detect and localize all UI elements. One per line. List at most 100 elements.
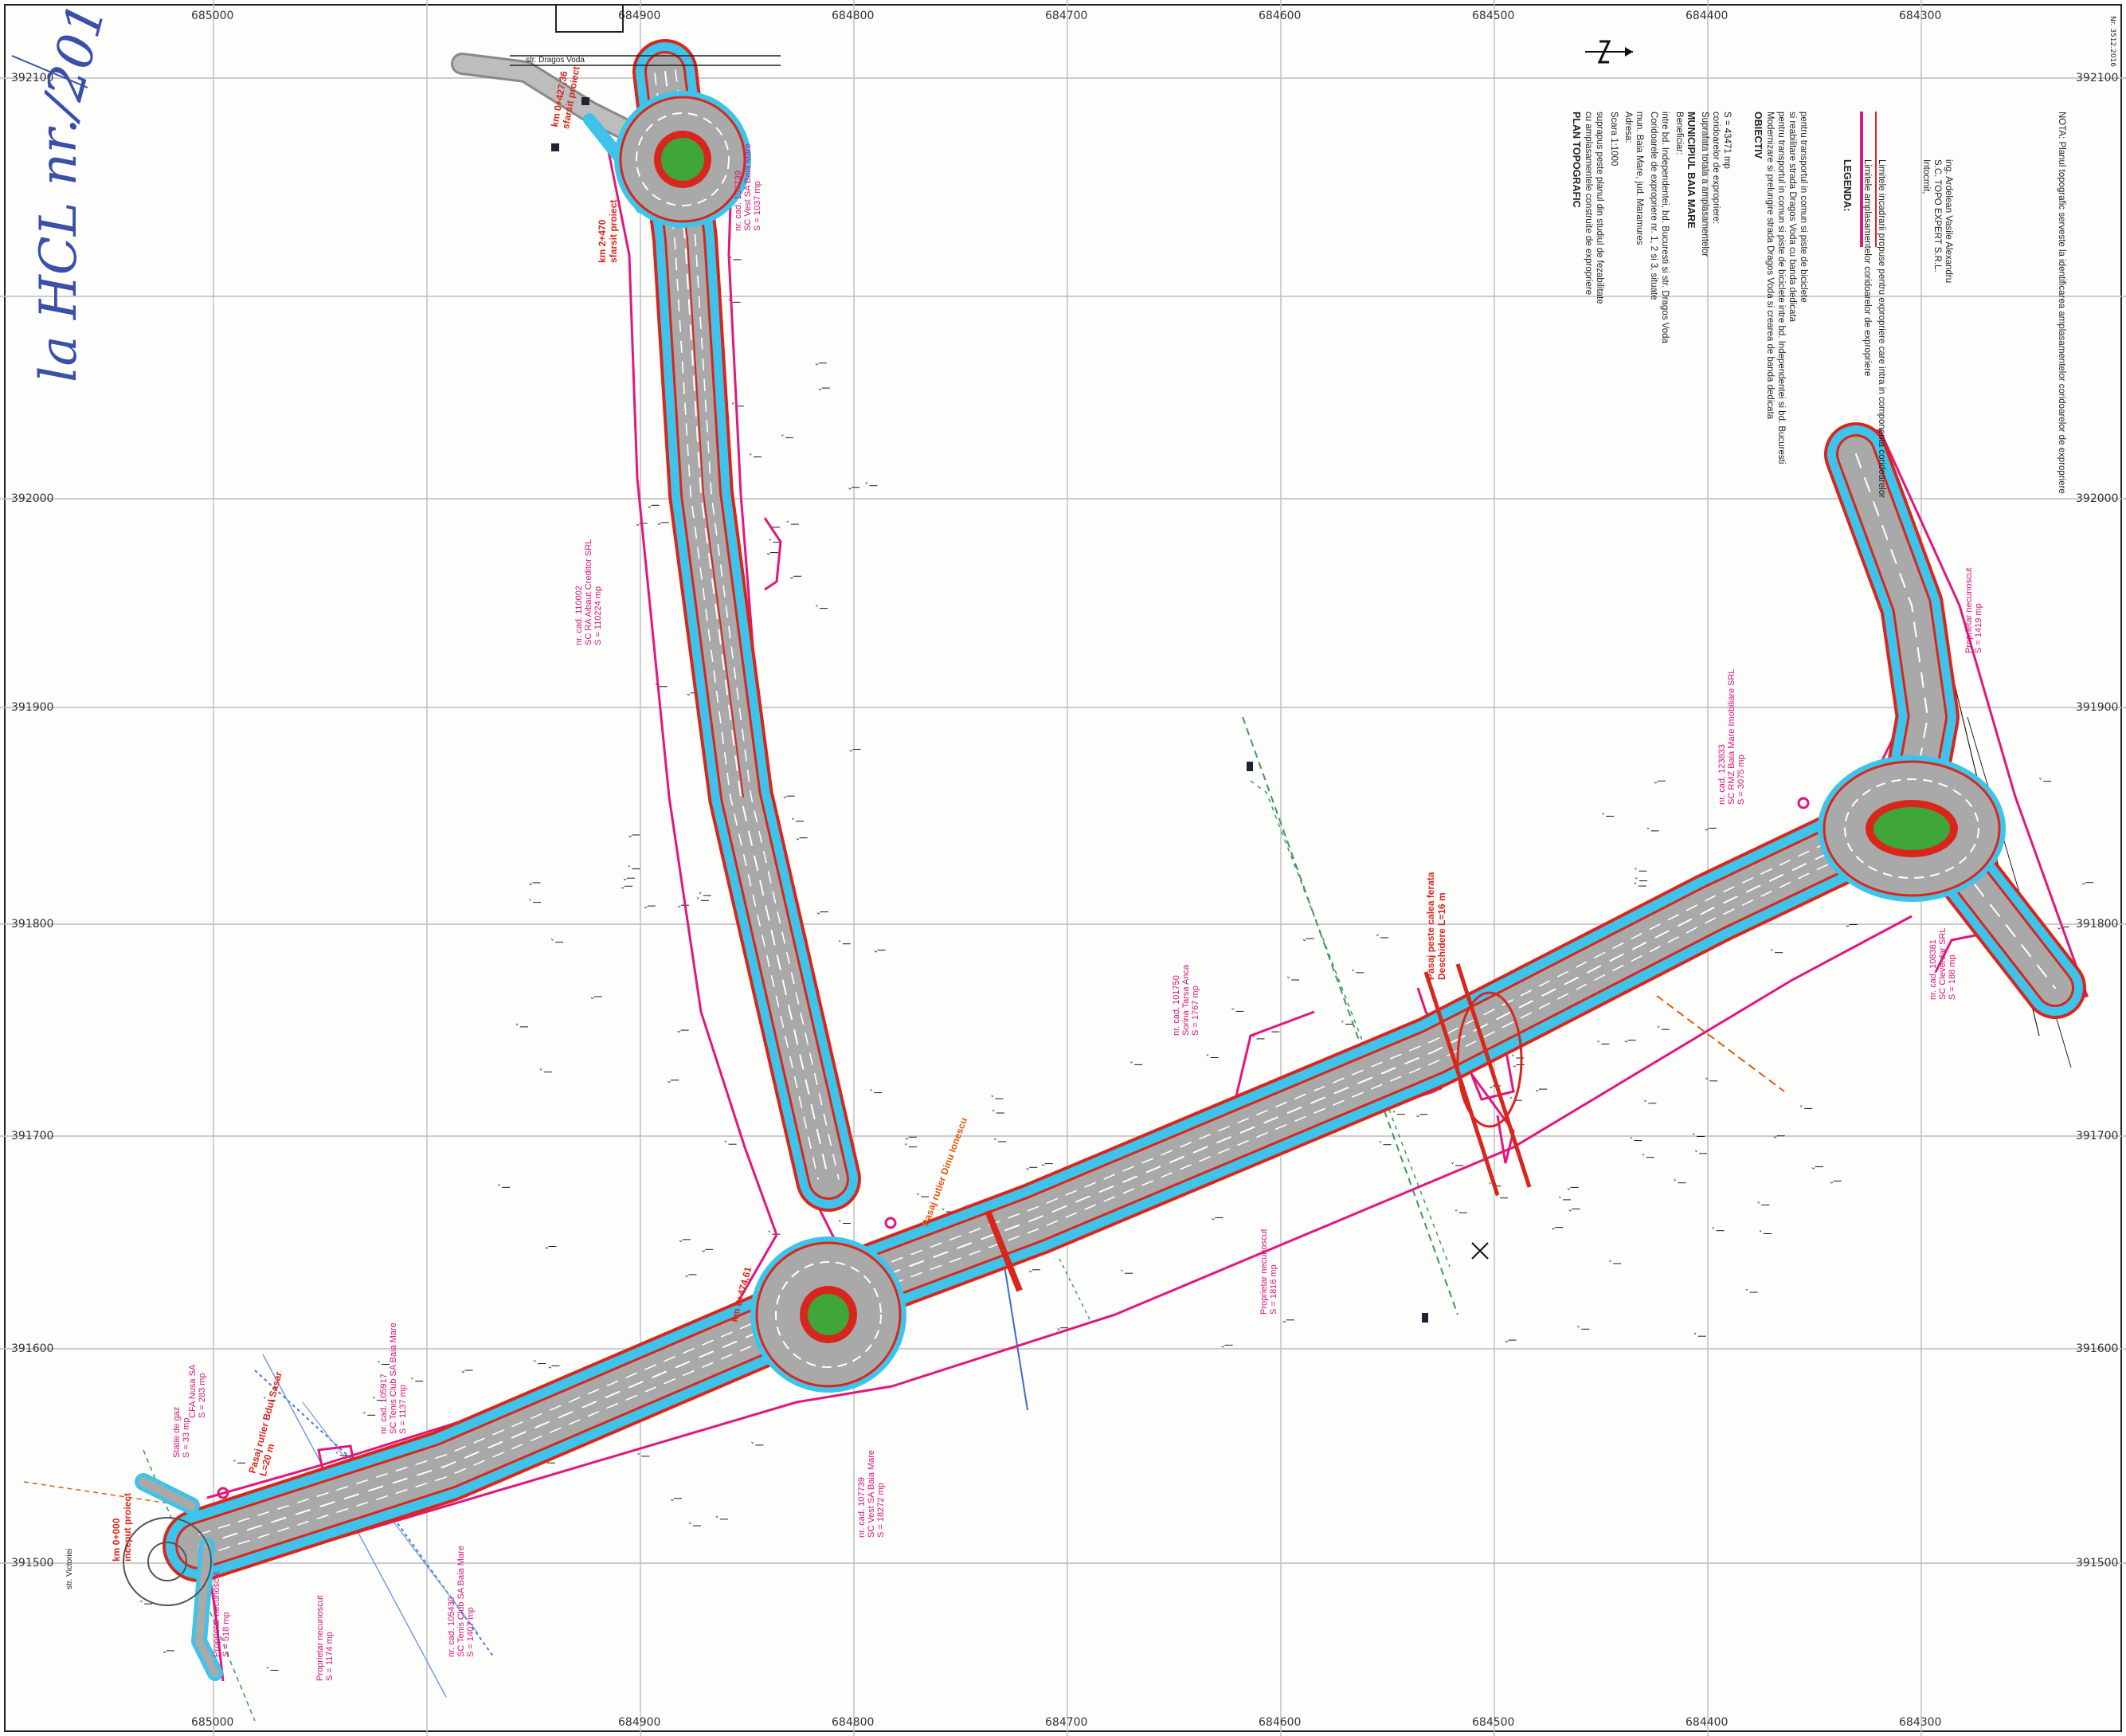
terrain-symbol: ˅ (1130, 1061, 1133, 1069)
parcel-area: S = 18272 mp (876, 1483, 886, 1538)
terrain-symbol: ⌄ (622, 875, 628, 883)
parcel-owner: Proprietar necunoscut (212, 1571, 221, 1657)
parcel-area: S = 1137 mp (398, 1385, 408, 1434)
stamp: Nr. 3512.2016 (2108, 16, 2116, 67)
terrain-symbol: ⌄ (1055, 1325, 1062, 1333)
terrain-symbol: ⌄ (1220, 1342, 1227, 1350)
parcel-number: nr. cad. 110002 (574, 586, 584, 645)
terrain-symbol: ˅ (729, 257, 733, 265)
terrain-symbol: ˅ (992, 1110, 996, 1118)
terrain-symbol: ⌄ (635, 520, 641, 528)
terrain-symbol: ˅ (1608, 1260, 1612, 1268)
terrain-symbol: ˅ (335, 1452, 339, 1460)
parcel-owner: SC Cleverdar SRL (1938, 928, 1948, 1000)
parcel-owner: Proprietar necunoscut (315, 1595, 325, 1681)
km-start-label: km 0+000 (111, 1518, 122, 1562)
terrain-symbol: ˅ (497, 1184, 501, 1192)
title-line: intre bd. Independentei, bd. Bucuresti s… (1660, 112, 1670, 343)
terrain-symbol: ⌄ (1282, 1317, 1288, 1325)
parcel-owner: Proprietar necunoscut (1259, 1229, 1269, 1315)
terrain-symbol: ˅ (1634, 868, 1638, 876)
parcel-label-center-east: nr. cad. 101750 Sorina Tarsa Anca S = 17… (1172, 964, 1200, 1036)
km-end-label: km 2+470 (597, 219, 608, 263)
terrain-symbol: ⌄ (589, 993, 596, 1001)
terrain-symbol: ⌄ (627, 832, 633, 840)
grid-labels: 392100 392000 391900 391800 391700 39160… (11, 10, 2118, 1729)
terrain-symbol: ˅ (2038, 778, 2042, 786)
objective-line: Modernizare si prelungire strada Dragos … (1765, 112, 1775, 420)
title-line: suprapus peste planul din studiul de fez… (1595, 112, 1604, 304)
parcel-label-unknown-2: Proprietar necunoscut S = 1816 mp (1259, 1229, 1278, 1315)
terrain-symbol: ⌄ (1210, 1214, 1216, 1222)
terrain-symbol: ˅ (750, 1442, 754, 1450)
street-block-top: str. Dragos Voda (510, 4, 1428, 1323)
terrain-symbol: ˅ (942, 1209, 946, 1217)
terrain-symbol: ˅ (1206, 1055, 1210, 1063)
terrain-symbol: ˅ (1634, 883, 1638, 891)
terrain-symbol: ˅ (515, 1024, 519, 1032)
parcel-number: nr. cad. 107739 (857, 1477, 867, 1538)
terrain-symbol: ⌄ (683, 1272, 690, 1279)
grid-label-left: 392000 (11, 492, 53, 505)
street-label: str. Victoriei (65, 1549, 74, 1590)
terrain-symbol: ˅ (1673, 1180, 1677, 1188)
terrain-symbol: ⌄ (782, 793, 789, 801)
parcel-area: S = 1419 mp (1974, 603, 1983, 653)
terrain-symbol: ⌄ (1653, 778, 1659, 786)
terrain-symbol: ⌄ (873, 947, 879, 955)
terrain-symbol: ⌄ (795, 835, 801, 843)
terrain-symbol: ˅ (865, 483, 869, 491)
grid-label-right: 391500 (2076, 1557, 2118, 1569)
grid-label-right: 391700 (2076, 1130, 2118, 1142)
terrain-symbol: ˅ (838, 941, 842, 949)
terrain-symbol: ⌄ (1040, 1161, 1047, 1169)
terrain-symbol: ˅ (1509, 1097, 1513, 1105)
parcel-owner: SC RMZ Baia Mare Imobiliare SRL (1727, 668, 1736, 805)
parcel-number: nr. cad. 108381 (1928, 939, 1938, 1000)
grid-label-top: 684300 (1899, 10, 1941, 22)
terrain-symbol: ⌄ (1845, 922, 1851, 930)
parcel-label-east: nr. cad. 123833 SC RMZ Baia Mare Imobili… (1717, 668, 1746, 805)
terrain-symbol: ˅ (1756, 1202, 1760, 1210)
terrain-symbol: ˅ (1596, 1040, 1600, 1048)
terrain-symbol: ˅ (1692, 1134, 1696, 1142)
title-line: Suprafata totala a amplasamentelor (1700, 112, 1709, 257)
terrain-symbol: ˅ (993, 1138, 997, 1146)
terrain-symbol: ˅ (1705, 1078, 1709, 1086)
terrain-symbol: ˅ (377, 1362, 381, 1370)
terrain-symbol: ⌄ (1568, 1205, 1574, 1213)
terrain-symbol: ˅ (1799, 1105, 1803, 1113)
terrain-symbol: ˅ (1451, 1162, 1455, 1170)
terrain-symbol: ˅ (1646, 828, 1650, 836)
author-line: ing. Ardelean Vasile Alexandru (1944, 159, 1953, 283)
terrain-symbol: ⌄ (789, 573, 795, 581)
terrain-symbol: ˅ (1601, 813, 1605, 821)
grid-label-right: 391900 (2076, 701, 2118, 714)
terrain-symbol: ⌄ (666, 1077, 672, 1085)
km-end-a-annotation: km 2+470 sfarsit proiect (597, 200, 619, 263)
terrain-symbol: ˅ (1267, 1029, 1271, 1037)
terrain-symbol: ⌄ (700, 1246, 707, 1254)
street-label-victoriei: str. Victoriei (65, 1549, 74, 1590)
terrain-symbol: ˅ (550, 939, 554, 947)
terrain-symbol: ˅ (636, 1453, 640, 1461)
parcel-owner: Statie de gaz (172, 1407, 182, 1458)
terrain-symbol: ˅ (1392, 1111, 1396, 1119)
terrain-symbol: ˅ (372, 1397, 376, 1405)
title-line: Scara 1:1000 (1609, 112, 1619, 166)
terrain-symbol: ⌄ (547, 1362, 554, 1370)
terrain-symbol: ˅ (1576, 1326, 1580, 1334)
terrain-symbol: ⌄ (816, 909, 822, 917)
stamp-text: Nr. 3512.2016 (2108, 16, 2116, 67)
terrain-symbol: ⌄ (1550, 1225, 1556, 1232)
terrain-symbol: ⌄ (848, 747, 855, 754)
grid-label-left: 391600 (11, 1342, 53, 1355)
parcel-number: nr. cad. 107739 (734, 170, 743, 231)
terrain-symbol: ˅ (362, 1412, 366, 1420)
parcel-area: S = 518 mp (221, 1612, 231, 1657)
grid-label-top: 684600 (1259, 10, 1301, 22)
terrain-symbol: ˅ (696, 897, 700, 905)
author-line: Intocmit, (1921, 159, 1931, 194)
parcel-number: nr. cad. 105917 (379, 1374, 389, 1434)
